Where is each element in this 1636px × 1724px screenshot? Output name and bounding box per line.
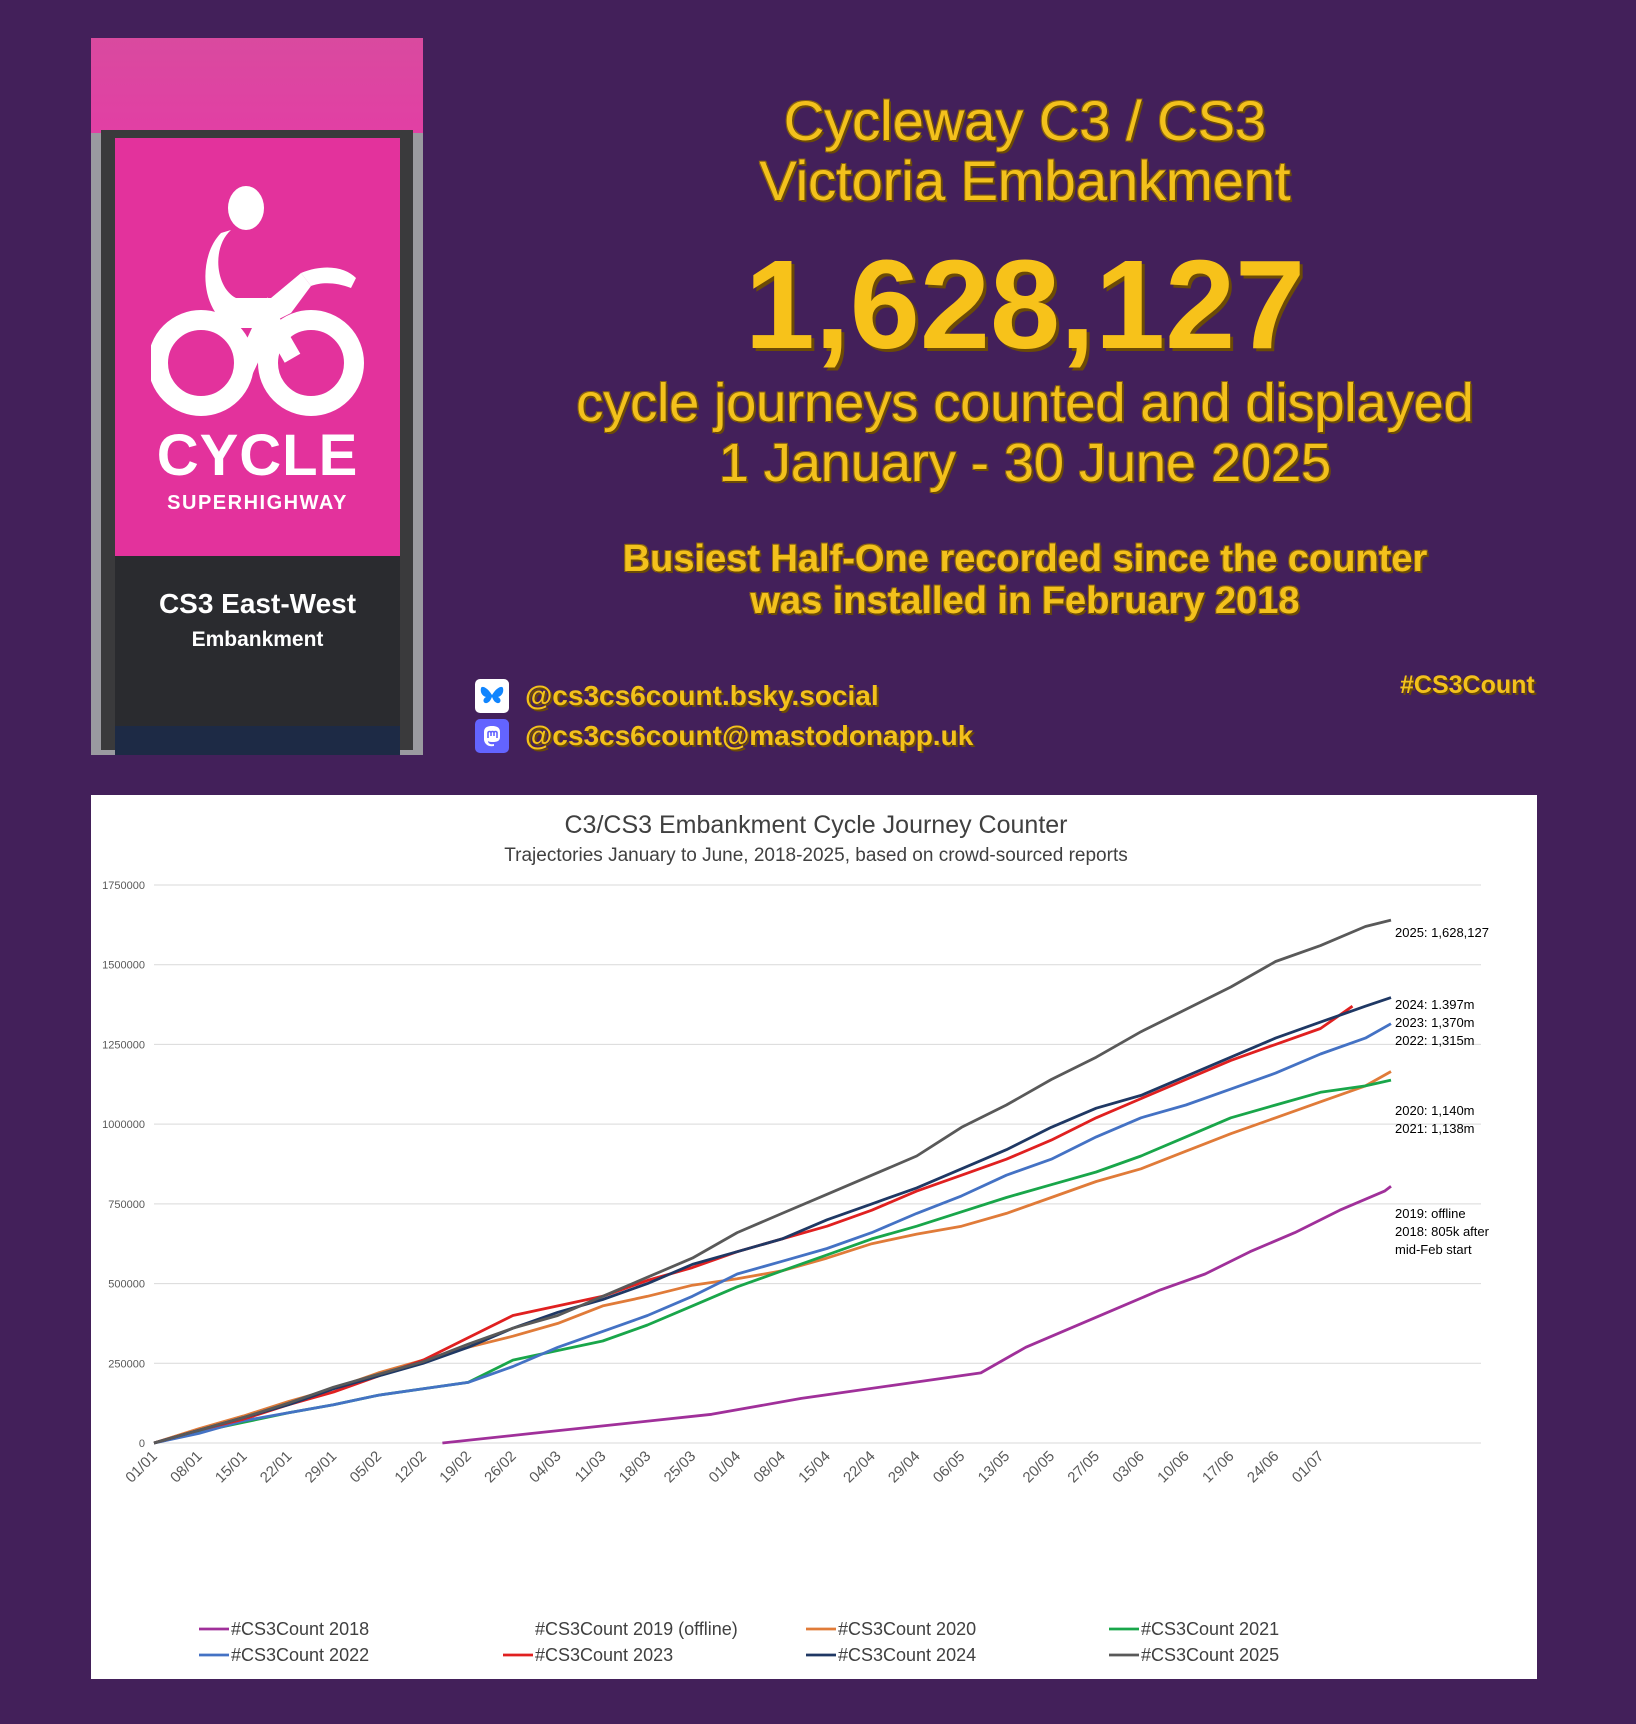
cycle-superhighway-sign-photo: CYCLE SUPERHIGHWAY CS3 East-West Embankm… [91,38,423,755]
x-tick-label: 01/07 [1289,1448,1328,1487]
sign-route-label: CS3 East-West [158,588,357,619]
y-axis-ticks: 0 250000 500000 750000 1000000 1250000 1500000… [102,880,145,1450]
butterfly-icon [475,679,509,713]
x-tick-label: 15/01 [212,1448,251,1487]
annotation-label: 2023: 1,370m [1395,1015,1475,1030]
x-tick-label: 17/06 [1199,1448,1238,1487]
chart-subtitle: Trajectories January to June, 2018-2025,… [504,845,1127,866]
sign-cycle-word: CYCLE [156,423,359,488]
y-tick-label: 1000000 [102,1119,145,1131]
x-tick-label: 19/02 [436,1448,475,1487]
sign-place-label: Embankment [191,628,324,651]
annotation-label: 2019: offline [1395,1206,1466,1221]
headline-title-line1: Cycleway C3 / CS3 [783,89,1267,152]
x-tick-label: 27/05 [1064,1448,1103,1487]
legend-label: #CS3Count 2025 [1141,1645,1279,1665]
legend-label: #CS3Count 2018 [231,1619,369,1639]
annotation-label: 2020: 1,140m [1395,1103,1475,1118]
sign-reflection-strip [115,726,400,755]
x-tick-label: 10/06 [1154,1448,1193,1487]
x-tick-label: 01/01 [122,1448,161,1487]
x-tick-label: 12/02 [391,1448,430,1487]
x-tick-label: 06/05 [930,1448,969,1487]
x-tick-label: 11/03 [572,1448,610,1486]
x-tick-label: 24/06 [1244,1448,1283,1487]
annotation-label: 2024: 1.397m [1395,997,1475,1012]
legend-label: #CS3Count 2019 (offline) [535,1619,738,1639]
headline-note-line2: was installed in February 2018 [750,580,1300,622]
x-axis-ticks: 01/01 08/01 15/01 22/01 29/01 05/02 12/02 19/02… [122,1448,1327,1487]
x-tick-label: 29/04 [885,1448,924,1487]
y-tick-label: 1500000 [102,960,145,972]
y-tick-label: 500000 [108,1279,145,1291]
x-tick-label: 01/04 [706,1448,745,1487]
mastodon-icon [475,719,509,753]
y-tick-label: 250000 [108,1358,145,1370]
x-tick-label: 04/03 [526,1448,565,1487]
bluesky-handle-row[interactable]: @cs3cs6count.bsky.social [475,679,879,713]
x-tick-label: 20/05 [1020,1448,1059,1487]
annotation-label: 2022: 1,315m [1395,1033,1475,1048]
x-tick-label: 18/03 [616,1448,655,1487]
headline-subtitle-line1: cycle journeys counted and displayed [576,373,1474,433]
chart-legend: #CS3Count 2018 #CS3Count 2019 (offline) #C… [199,1619,1279,1665]
annotation-label: mid-Feb start [1395,1242,1472,1257]
legend-label: #CS3Count 2023 [535,1645,673,1665]
x-tick-label: 25/03 [661,1448,700,1487]
legend-label: #CS3Count 2022 [231,1645,369,1665]
hashtag-label[interactable]: #CS3Count [1400,671,1535,699]
x-tick-label: 26/02 [481,1448,520,1487]
y-tick-label: 1250000 [102,1039,145,1051]
x-tick-label: 29/01 [302,1448,341,1487]
x-tick-label: 08/01 [167,1448,206,1487]
bluesky-handle[interactable]: @cs3cs6count.bsky.social [525,680,879,711]
y-tick-label: 750000 [108,1199,145,1211]
series-line [153,996,1392,1445]
annotation-label: 2021: 1,138m [1395,1121,1475,1136]
annotation-label: 2018: 805k after [1395,1224,1490,1239]
series-line [153,918,1392,1445]
line-chart: C3/CS3 Embankment Cycle Journey Counter … [102,811,1490,1665]
legend-label: #CS3Count 2024 [838,1645,976,1665]
chart-panel: C3/CS3 Embankment Cycle Journey Counter … [91,795,1537,1679]
x-tick-label: 08/04 [750,1448,789,1487]
sign-top-panel [91,38,423,133]
sign-superhighway-word: SUPERHIGHWAY [167,492,348,514]
x-tick-label: 03/06 [1109,1448,1148,1487]
chart-annotations: 2025: 1,628,127 2024: 1.397m 2023: 1,370m 2… [1395,925,1490,1257]
legend-label: #CS3Count 2021 [1141,1619,1279,1639]
series-line [442,1185,1392,1445]
y-tick-label: 0 [139,1438,145,1450]
sign-route-panel [115,556,400,726]
x-tick-label: 22/01 [257,1448,296,1487]
headline-title-line2: Victoria Embankment [759,149,1291,212]
legend-label: #CS3Count 2020 [838,1619,976,1639]
series-line [153,1022,1392,1445]
x-tick-label: 22/04 [840,1448,879,1487]
chart-series-lines [153,918,1392,1445]
mastodon-handle-row[interactable]: @cs3cs6count@mastodonapp.uk [475,719,973,753]
y-tick-label: 1750000 [102,880,145,892]
journey-count: 1,628,127 [744,234,1306,375]
x-tick-label: 05/02 [347,1448,386,1487]
annotation-label: 2025: 1,628,127 [1395,925,1489,940]
chart-title: C3/CS3 Embankment Cycle Journey Counter [564,811,1067,839]
chart-gridlines [154,884,1481,1444]
headline-note-line1: Busiest Half-One recorded since the coun… [622,538,1428,580]
headline-subtitle-line2: 1 January - 30 June 2025 [718,433,1332,493]
x-tick-label: 15/04 [795,1448,834,1487]
mastodon-handle[interactable]: @cs3cs6count@mastodonapp.uk [525,720,974,751]
x-tick-label: 13/05 [975,1448,1014,1487]
cyclist-icon [151,186,364,416]
